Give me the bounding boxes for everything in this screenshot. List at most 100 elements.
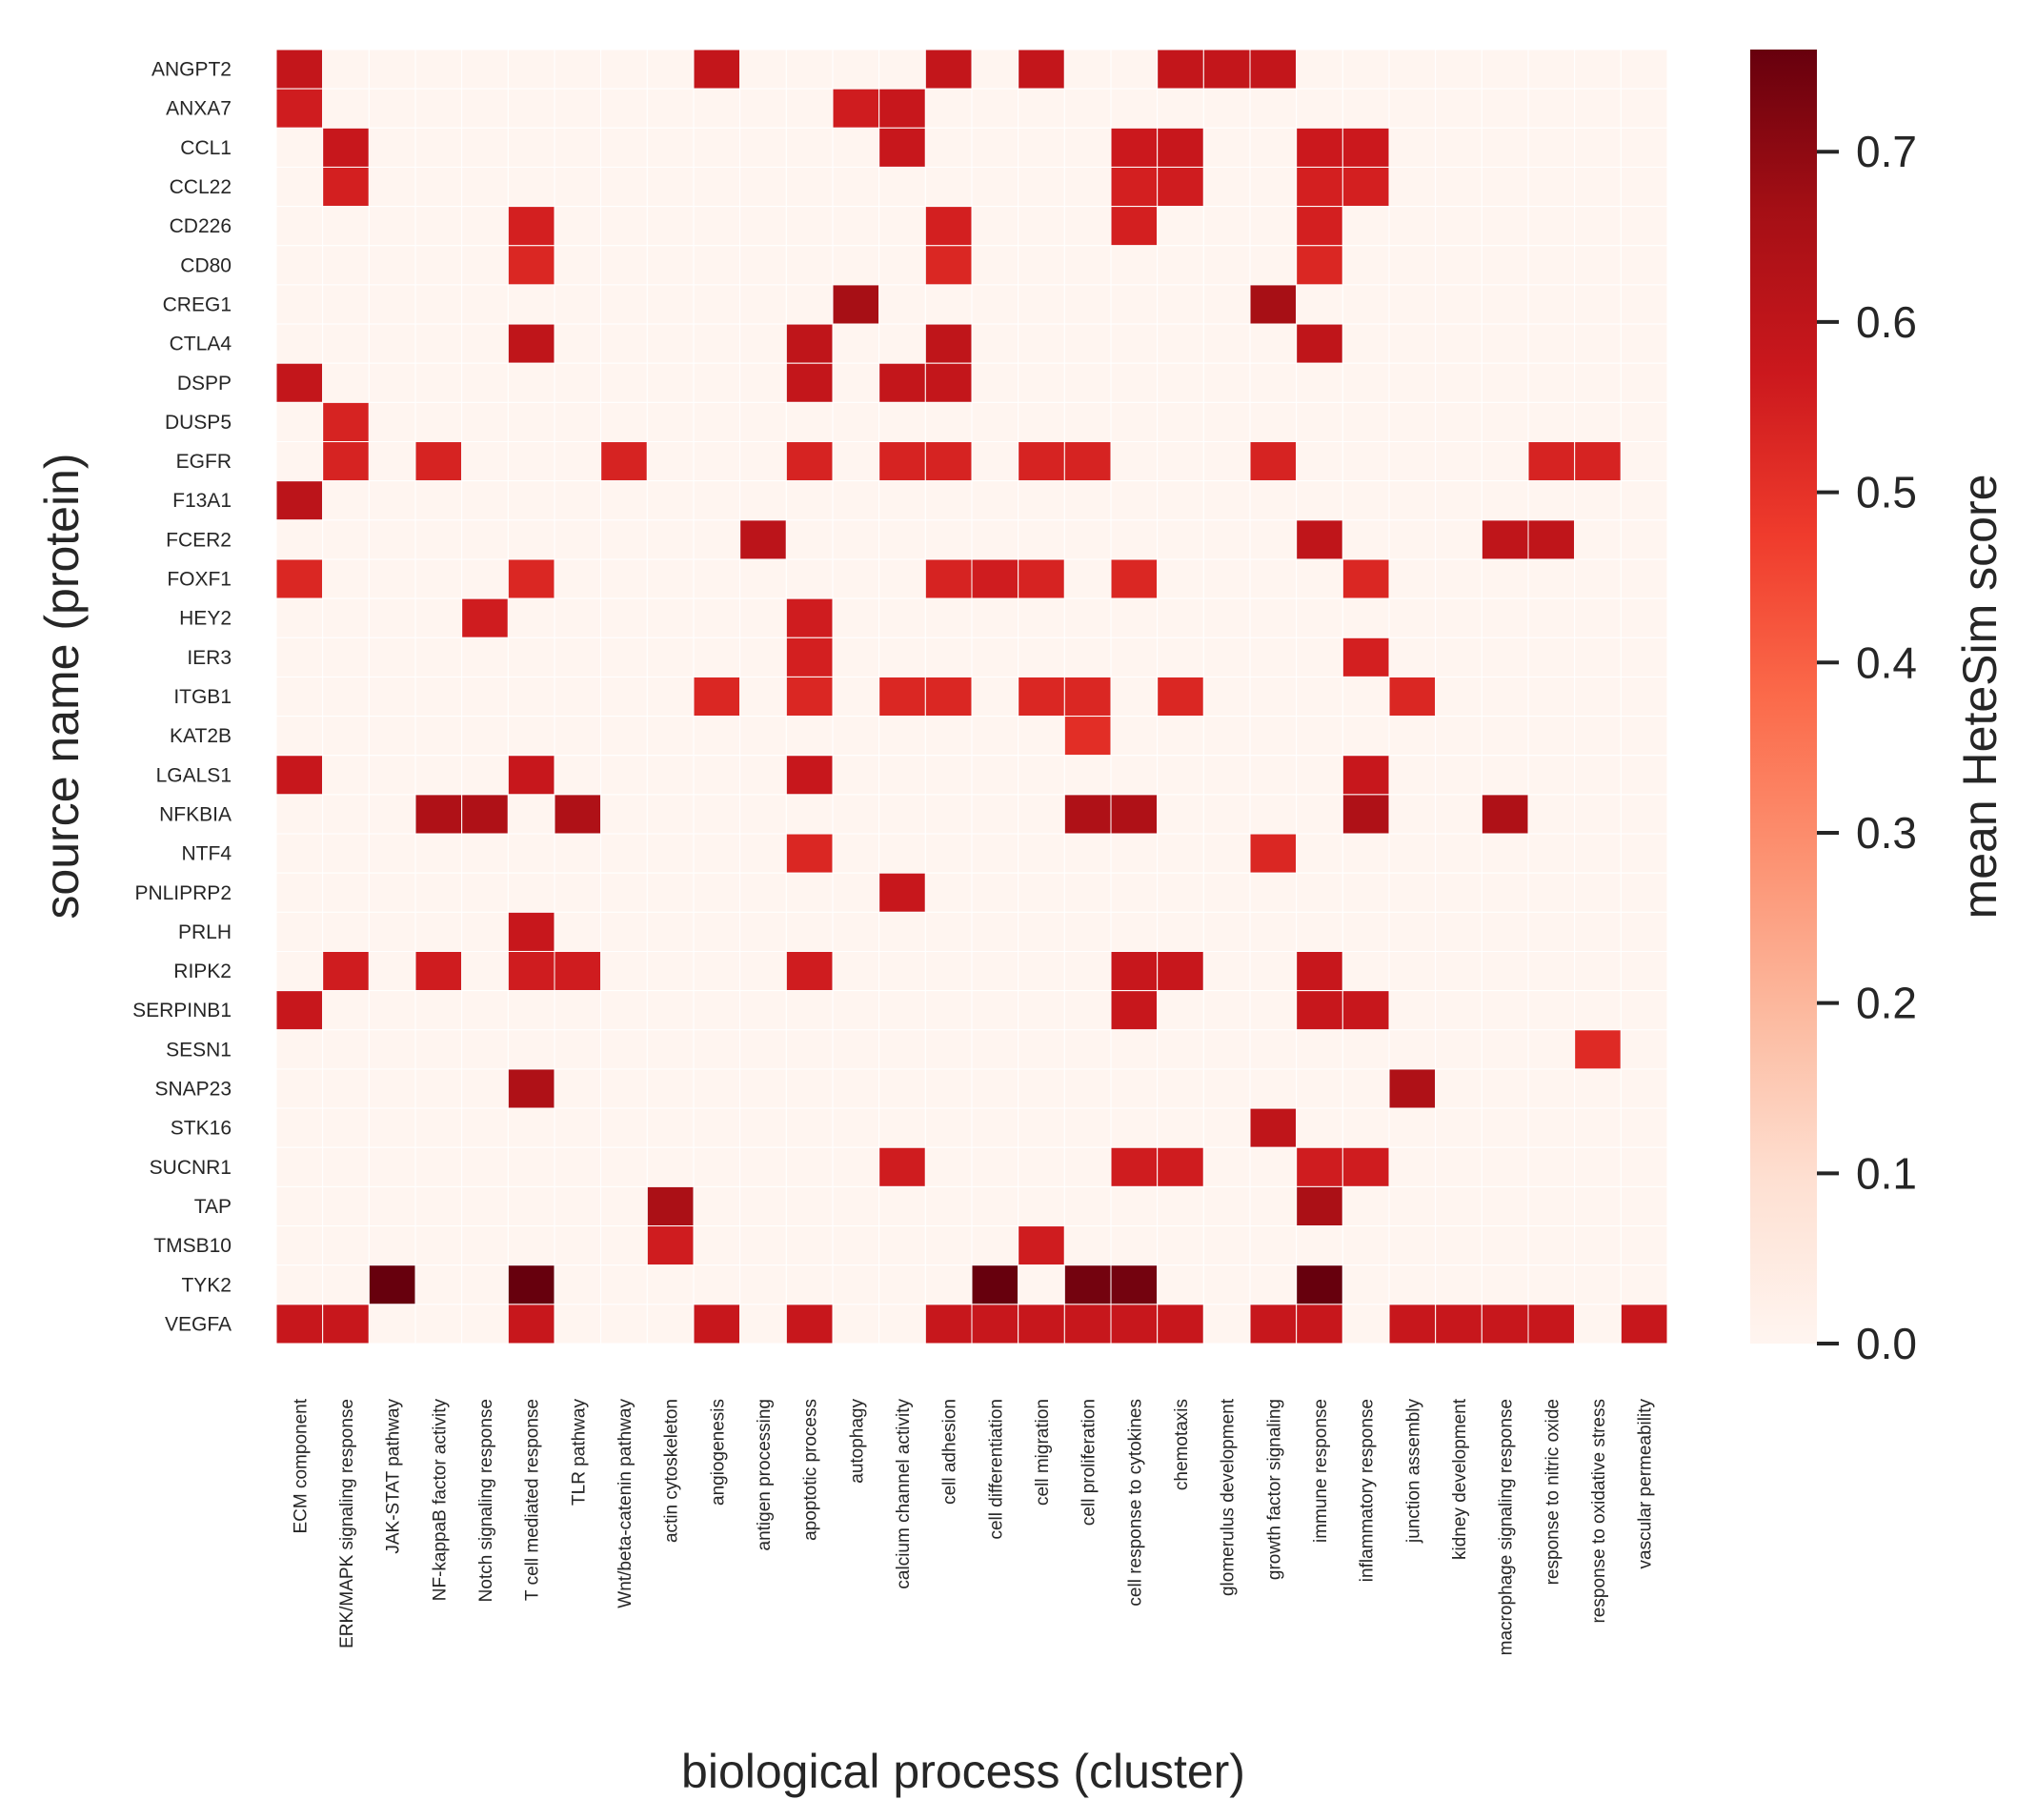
heatmap-cell: [1018, 480, 1065, 521]
heatmap-cell: [1110, 794, 1159, 835]
heatmap-cell: [646, 1146, 695, 1187]
x-tick-label: NF-kappaB factor activity: [430, 1399, 450, 1602]
colorbar-tick-label: 0.5: [1856, 468, 1917, 517]
x-tick-label: JAK-STAT pathway: [384, 1399, 404, 1554]
heatmap-cell: [368, 206, 416, 247]
y-tick-label: IER3: [187, 647, 232, 669]
heatmap-cell: [600, 519, 648, 560]
heatmap-cell: [1481, 166, 1529, 208]
x-tick-label: vascular permeability: [1636, 1399, 1656, 1569]
heatmap-cell: [1481, 480, 1529, 521]
heatmap-cell: [1249, 597, 1298, 638]
y-tick-label: ANXA7: [166, 98, 232, 120]
heatmap-cell: [785, 676, 834, 718]
heatmap-cell: [1018, 794, 1065, 835]
heatmap-cell: [1063, 1107, 1112, 1148]
heatmap-cell: [924, 833, 973, 874]
heatmap-cell: [507, 49, 555, 90]
heatmap-cell: [1574, 284, 1622, 325]
heatmap-cell: [554, 716, 602, 757]
heatmap-cell: [1249, 755, 1298, 796]
heatmap-cell: [646, 872, 695, 913]
heatmap-cell: [693, 950, 741, 992]
heatmap-cell: [275, 1107, 324, 1148]
x-tick-label: inflammatory response: [1358, 1399, 1378, 1582]
heatmap-cell: [461, 597, 509, 638]
x-tick-label: ERK/MAPK signaling response: [337, 1399, 357, 1648]
heatmap-cell: [646, 676, 695, 718]
heatmap-cell: [275, 558, 324, 599]
heatmap-cell: [1620, 1185, 1668, 1227]
heatmap-cell: [924, 794, 973, 835]
heatmap-cell: [924, 166, 973, 208]
heatmap-cell: [1574, 950, 1622, 992]
heatmap-cell: [646, 558, 695, 599]
heatmap-cell: [414, 1146, 463, 1187]
heatmap-cell: [1018, 833, 1065, 874]
heatmap-cell: [600, 245, 648, 286]
heatmap-cell: [1435, 49, 1482, 90]
heatmap-cell: [414, 1225, 463, 1266]
heatmap-cell: [1063, 441, 1112, 482]
y-tick-label: CTLA4: [170, 334, 232, 355]
heatmap-cell: [1249, 558, 1298, 599]
heatmap-cell: [600, 206, 648, 247]
heatmap-cell: [600, 1107, 648, 1148]
heatmap-cell: [739, 911, 787, 952]
heatmap-cell: [971, 49, 1019, 90]
heatmap-cell: [785, 323, 834, 364]
heatmap-cell: [1110, 950, 1159, 992]
heatmap-cell: [924, 1225, 973, 1266]
heatmap-cell: [1620, 480, 1668, 521]
heatmap-cell: [832, 716, 880, 757]
heatmap-cell: [646, 245, 695, 286]
heatmap-cell: [368, 1107, 416, 1148]
heatmap-cell: [1341, 1264, 1390, 1305]
heatmap-cell: [924, 1146, 973, 1187]
heatmap-cell: [878, 206, 926, 247]
heatmap-cell: [1527, 990, 1576, 1031]
y-tick-labels: ANGPT2 ANXA7 CCL1 CCL22 CD226 CD80 CREG1 CTLA4 D…: [132, 59, 232, 1336]
heatmap-cell: [646, 1185, 695, 1227]
heatmap-cell: [1018, 676, 1065, 718]
heatmap-cell: [1481, 1107, 1529, 1148]
heatmap-cell: [1296, 1029, 1343, 1070]
heatmap-cell: [1018, 1068, 1065, 1109]
heatmap-cell: [832, 127, 880, 168]
heatmap-cell: [414, 206, 463, 247]
heatmap-cell: [507, 127, 555, 168]
heatmap-cell: [461, 1225, 509, 1266]
heatmap-cell: [1527, 637, 1576, 677]
heatmap-cell: [554, 1107, 602, 1148]
heatmap-cell: [1574, 716, 1622, 757]
heatmap-cell: [1435, 637, 1482, 677]
heatmap-cell: [1110, 362, 1159, 403]
x-tick-label: autophagy: [847, 1399, 867, 1484]
heatmap-cell: [1574, 88, 1622, 129]
heatmap-cell: [1574, 558, 1622, 599]
heatmap-cell: [832, 597, 880, 638]
heatmap-cell: [275, 284, 324, 325]
heatmap-cell: [554, 1185, 602, 1227]
heatmap-cell: [1574, 1068, 1622, 1109]
heatmap-cell: [322, 1068, 370, 1109]
colorbar-tick-label: 0.6: [1856, 297, 1917, 347]
heatmap-cell: [1341, 166, 1390, 208]
heatmap-cell: [507, 833, 555, 874]
heatmap-cell: [1063, 716, 1112, 757]
heatmap-cell: [1388, 1068, 1437, 1109]
heatmap-cell: [1110, 127, 1159, 168]
heatmap-cell: [739, 206, 787, 247]
heatmap-cell: [1388, 1185, 1437, 1227]
heatmap-cell: [1620, 127, 1668, 168]
heatmap-cell: [600, 441, 648, 482]
heatmap-cell: [1620, 637, 1668, 677]
x-tick-label: apoptotic process: [801, 1399, 821, 1541]
heatmap-cell: [785, 401, 834, 443]
heatmap-cell: [832, 441, 880, 482]
heatmap-cell: [322, 401, 370, 443]
heatmap-cell: [1527, 480, 1576, 521]
heatmap-cell: [878, 990, 926, 1031]
heatmap-cell: [1202, 833, 1251, 874]
y-tick-label: FCER2: [166, 529, 232, 551]
